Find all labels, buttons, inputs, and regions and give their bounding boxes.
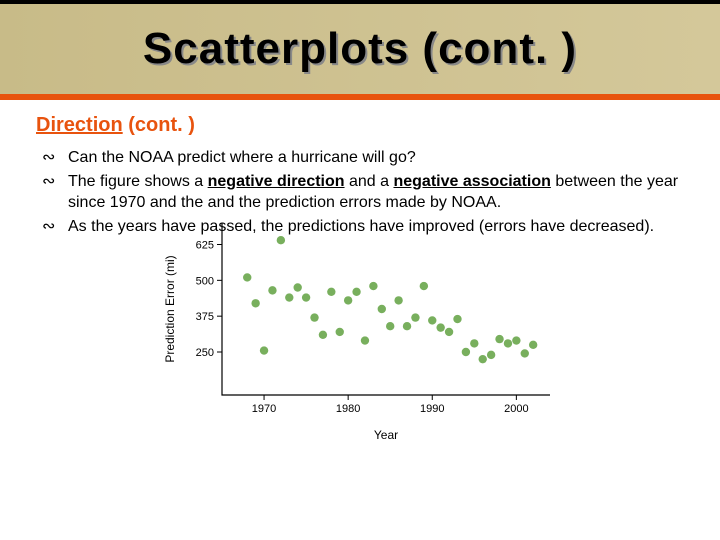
bullet-text-pre: The figure shows a	[68, 173, 208, 190]
bullet-bold-1: negative direction	[208, 173, 345, 190]
bullet-text: As the years have passed, the prediction…	[68, 218, 654, 235]
content-area: Direction (cont. ) Can the NOAA predict …	[0, 100, 720, 445]
svg-text:1980: 1980	[336, 403, 360, 415]
subheading-rest: (cont. )	[123, 114, 195, 136]
slide-title: Scatterplots (cont. )	[143, 24, 577, 74]
svg-text:1970: 1970	[252, 403, 276, 415]
bullet-text: Can the NOAA predict where a hurricane w…	[68, 149, 416, 166]
subheading-underlined: Direction	[36, 114, 123, 136]
bullet-bold-2: negative association	[393, 173, 550, 190]
svg-text:1990: 1990	[420, 403, 444, 415]
subheading: Direction (cont. )	[36, 114, 684, 137]
svg-text:500: 500	[196, 276, 214, 288]
bullet-text-mid: and a	[345, 173, 394, 190]
bullet-list: Can the NOAA predict where a hurricane w…	[36, 147, 684, 237]
svg-text:625: 625	[196, 240, 214, 252]
svg-text:Prediction Error (mi): Prediction Error (mi)	[163, 256, 177, 363]
list-item: Can the NOAA predict where a hurricane w…	[42, 147, 684, 169]
chart-container: 250 375 500 625 1970 1980 1990 2000 Year Predicti…	[36, 215, 684, 445]
title-band: Scatterplots (cont. )	[0, 0, 720, 100]
list-item: As the years have passed, the prediction…	[42, 216, 684, 238]
svg-text:375: 375	[196, 312, 214, 324]
svg-text:250: 250	[196, 347, 214, 359]
scatter-chart: 250 375 500 625 1970 1980 1990 2000 Year Predicti…	[150, 215, 570, 445]
svg-text:2000: 2000	[504, 403, 528, 415]
list-item: The figure shows a negative direction an…	[42, 171, 684, 214]
svg-text:Year: Year	[374, 428, 398, 442]
